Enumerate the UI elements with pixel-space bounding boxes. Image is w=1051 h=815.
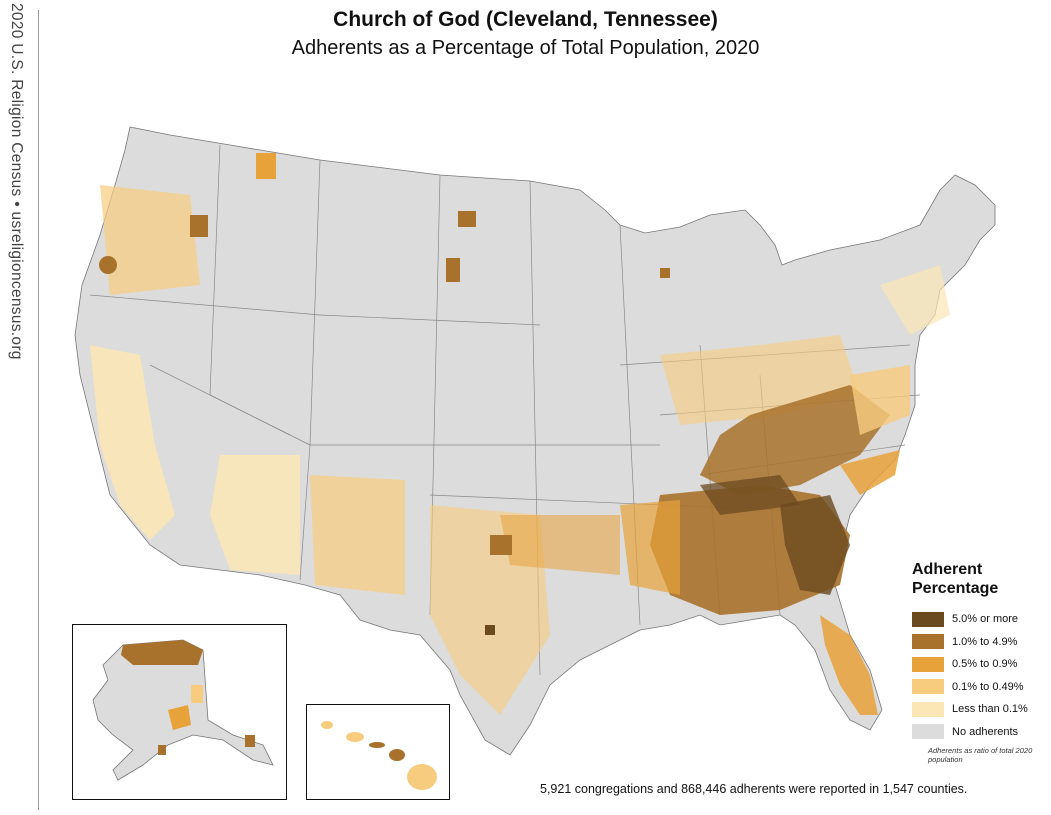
region-nd-hotspot [458,211,476,227]
region-virginia [850,365,910,435]
region-appalachia [700,385,890,495]
legend-swatch [912,724,944,740]
side-rule [38,10,39,810]
alaska-north-slope [121,640,203,665]
map-subtitle: Adherents as a Percentage of Total Popul… [291,37,760,59]
alaska-south-patch [168,705,191,730]
map-title: Church of God (Cleveland, Tennessee) [333,8,718,31]
legend-swatch [912,611,944,627]
region-georgia-carolinas [780,495,850,595]
legend-label: 5.0% or more [952,613,1019,626]
legend-title: Adherent Percentage [912,561,999,597]
region-oklahoma [500,515,620,575]
legend-items: 5.0% or more 1.0% to 4.9% 0.5% to 0.9% 0… [912,608,1051,743]
hawaii-oahu [346,732,364,742]
legend-swatch [912,656,944,672]
hawaii-maui [389,749,405,761]
legend-item: 0.5% to 0.9% [912,653,1051,676]
legend-note: Adherents as ratio of total 2020 populat… [928,746,1033,764]
legend-label: 1.0% to 4.9% [952,635,1018,648]
hawaii-inset [306,704,450,800]
legend: Adherent Percentage 5.0% or more 1.0% to… [912,560,1051,764]
region-oregon-washington [100,185,200,295]
hawaii-molokai [369,742,385,748]
alaska-central-patch [191,685,203,703]
legend-label: Less than 0.1% [952,703,1028,716]
region-wisconsin-hotspot [660,268,670,278]
region-arkansas-ms [620,500,680,595]
legend-item: 1.0% to 4.9% [912,631,1051,654]
alaska-map [92,639,274,781]
legend-swatch [912,634,944,650]
legend-item: 5.0% or more [912,608,1051,631]
region-new-mexico [310,475,405,595]
region-southwest [210,455,300,575]
region-florida [820,615,878,715]
region-carolina-coast [840,450,900,495]
alaska-southeast-patch [245,735,255,747]
footnote: 5,921 congregations and 868,446 adherent… [540,782,968,796]
contiguous-us-map [74,126,996,756]
region-tennessee [700,475,800,515]
alaska-inset [72,624,287,800]
region-west-coast [90,345,175,540]
choropleth-regions [90,153,950,715]
legend-item: No adherents [912,721,1051,744]
hawaii-kauai [321,721,333,729]
region-dakota-hotspot [446,258,460,282]
legend-swatch [912,679,944,695]
region-texas-east-hotspot [490,535,512,555]
legend-swatch [912,701,944,717]
region-northeast [880,265,950,335]
hawaii-big-island [407,764,437,790]
legend-label: 0.1% to 0.49% [952,680,1024,693]
region-oregon-hotspot [99,256,117,274]
legend-item: 0.1% to 0.49% [912,676,1051,699]
legend-label: 0.5% to 0.9% [952,658,1018,671]
region-montana-hotspot [256,153,276,179]
region-idaho-hotspot [190,215,208,237]
alaska-peninsula-patch [158,745,166,755]
legend-label: No adherents [952,725,1019,738]
legend-item: Less than 0.1% [912,698,1051,721]
region-oklahoma-hotspot [485,625,495,635]
hawaii-map [321,721,437,790]
